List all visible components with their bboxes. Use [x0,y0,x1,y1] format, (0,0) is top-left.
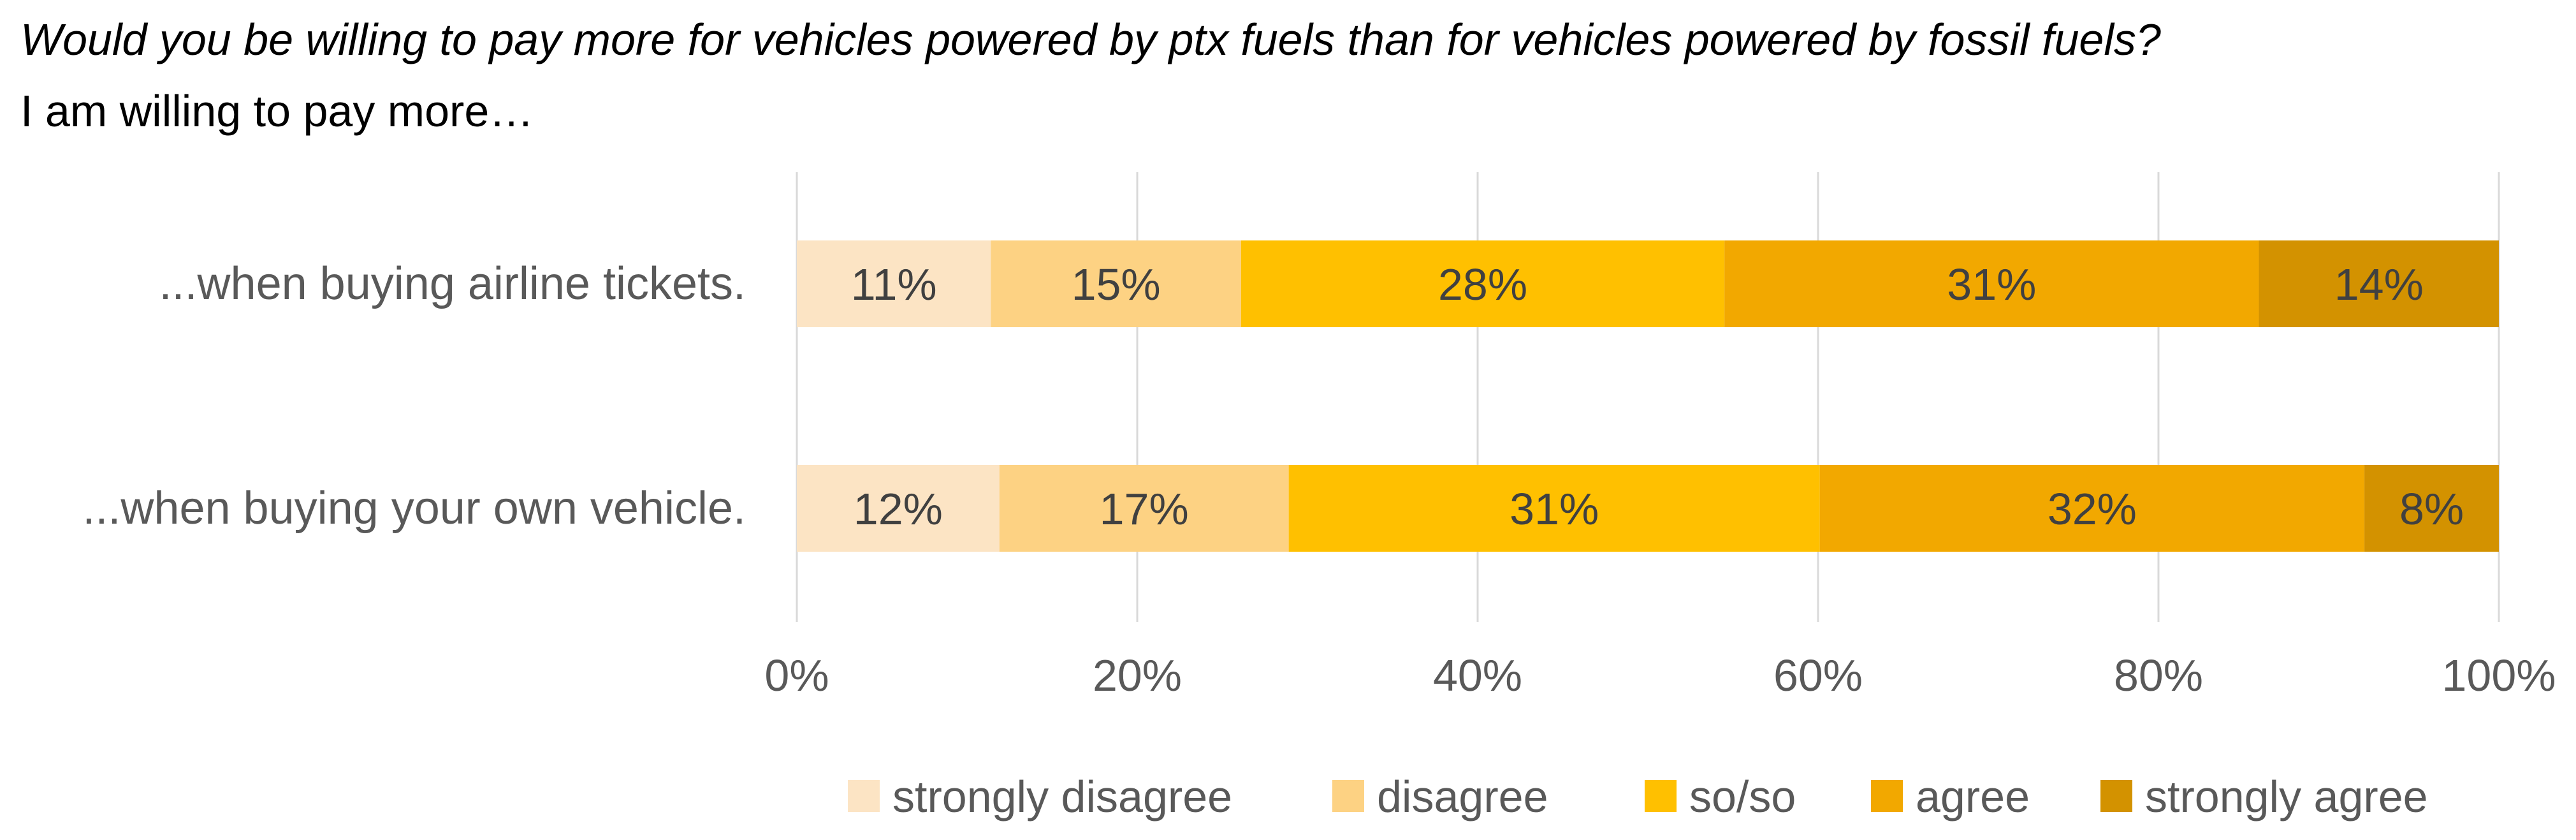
data-labels: 11% 15% 28% 31% 14% 12% 17% 31% 32% 8% [851,260,2464,534]
x-tick-label: 80% [2114,651,2203,700]
bar-segment-disagree [999,465,1289,552]
x-tick-label: 100% [2441,651,2556,700]
legend-label: strongly agree [2145,772,2428,822]
legend-label: disagree [1377,772,1548,822]
x-tick-label: 20% [1093,651,1182,700]
data-label: 28% [1438,260,1527,309]
data-label: 32% [2048,484,2137,534]
data-label: 11% [851,260,937,309]
legend-swatch [1645,780,1677,812]
bar-segment-agree [1819,465,2365,552]
bar-segment-strongly-disagree [797,465,1000,552]
legend-label: strongly disagree [892,772,1232,822]
data-label: 15% [1072,260,1161,309]
bar-segment-disagree [991,240,1241,327]
chart-subtitle: I am willing to pay more… [20,86,534,136]
legend-label: agree [1916,772,2030,822]
category-label: ...when buying your own vehicle. [82,483,746,534]
data-label: 12% [854,484,943,534]
data-label: 17% [1100,484,1189,534]
legend-swatch [848,780,880,812]
x-axis-ticks: 0% 20% 40% 60% 80% 100% [764,651,2556,700]
bar-segment-agree [1724,240,2259,327]
bar-segment-strongly-agree [2364,465,2499,552]
data-label: 31% [1947,260,2036,309]
x-tick-label: 60% [1773,651,1863,700]
gridlines [796,172,2500,622]
data-label: 14% [2334,260,2424,309]
legend-swatch [1871,780,1903,812]
legend-swatch [1332,780,1364,812]
data-label: 31% [1510,484,1599,534]
category-labels: ...when buying airline tickets. ...when b… [82,258,746,534]
bar-segment-strongly-disagree [797,240,991,327]
x-tick-label: 0% [764,651,829,700]
category-label: ...when buying airline tickets. [159,258,746,309]
bar-segment-so-so [1288,465,1820,552]
chart-title: Would you be willing to pay more for veh… [20,15,2161,64]
data-label: 8% [2399,484,2464,534]
bar-segments [797,240,2499,552]
legend-label: so/so [1689,772,1796,822]
legend: strongly disagree disagree so/so agree stron… [848,772,2428,822]
bar-segment-so-so [1241,240,1725,327]
x-tick-label: 40% [1433,651,1522,700]
legend-swatch [2100,780,2132,812]
bar-segment-strongly-agree [2259,240,2499,327]
